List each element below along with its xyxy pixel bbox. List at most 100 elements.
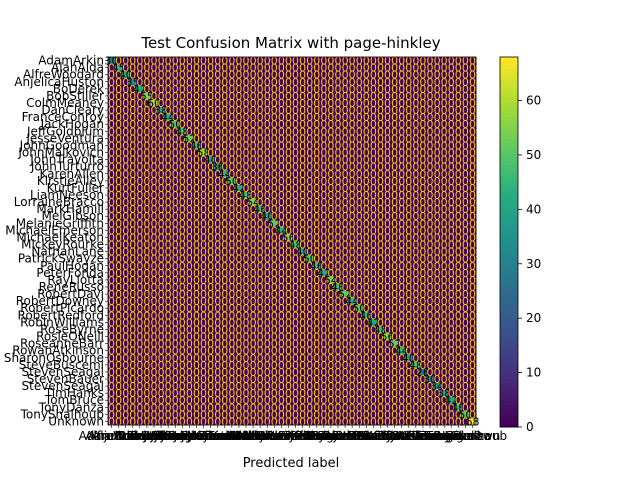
heatmap-cell — [143, 57, 151, 65]
heatmap-cell — [398, 78, 406, 86]
heatmap-cell — [270, 149, 279, 157]
heatmap-cell — [384, 120, 392, 129]
heatmap-cell — [263, 184, 272, 192]
heatmap-cell — [143, 177, 151, 185]
heatmap-cell — [284, 163, 293, 171]
heatmap-cell — [376, 170, 385, 178]
heatmap-cell — [270, 78, 279, 86]
heatmap-cell — [171, 113, 180, 121]
heatmap-cell — [277, 134, 286, 143]
heatmap-cell — [398, 106, 406, 114]
heatmap-cell — [143, 149, 151, 157]
heatmap-cell — [256, 191, 264, 199]
heatmap-cell — [362, 134, 371, 143]
heatmap-cell — [362, 184, 371, 192]
heatmap-cell — [249, 92, 257, 100]
heatmap-cell — [362, 127, 371, 136]
heatmap-cell — [320, 170, 328, 178]
heatmap-cell — [426, 184, 434, 192]
heatmap-cell — [454, 78, 463, 86]
heatmap-cell — [447, 134, 456, 143]
heatmap-cell — [348, 134, 356, 143]
heatmap-cell — [447, 113, 456, 121]
heatmap-cell — [284, 156, 293, 164]
heatmap-cell — [405, 99, 413, 107]
heatmap-cell — [433, 177, 441, 185]
heatmap-cell — [405, 113, 413, 121]
heatmap-cell — [412, 120, 420, 129]
heatmap-cell — [178, 170, 187, 178]
heatmap-cell — [122, 57, 130, 65]
heatmap-cell — [461, 184, 470, 192]
heatmap-cell — [454, 149, 463, 157]
heatmap-cell — [200, 141, 208, 150]
heatmap-cell — [348, 156, 356, 164]
heatmap-cell — [391, 141, 399, 150]
heatmap-cell — [207, 99, 215, 107]
heatmap-cell — [454, 85, 463, 93]
heatmap-cell — [256, 92, 264, 100]
heatmap-cell — [129, 120, 137, 129]
heatmap-cell — [376, 134, 385, 143]
heatmap-cell — [433, 120, 441, 129]
heatmap-cell — [412, 71, 420, 79]
heatmap-cell — [200, 149, 208, 157]
heatmap-cell — [405, 127, 413, 136]
heatmap-cell — [369, 99, 378, 107]
heatmap-cell — [292, 177, 300, 185]
heatmap-cell — [143, 85, 151, 93]
heatmap-cell — [249, 127, 257, 136]
heatmap-cell — [292, 170, 300, 178]
heatmap-cell — [256, 156, 264, 164]
heatmap-cell — [461, 163, 470, 171]
heatmap-cell — [362, 71, 371, 79]
heatmap-cell — [164, 92, 172, 100]
heatmap-cell — [320, 120, 328, 129]
heatmap-cell — [468, 184, 477, 192]
heatmap-cell — [433, 141, 441, 150]
heatmap-cell — [468, 127, 477, 136]
heatmap-cell — [405, 106, 413, 114]
heatmap-cell — [242, 71, 250, 79]
heatmap-cell — [228, 141, 236, 150]
heatmap-cell — [249, 106, 257, 114]
heatmap-cell — [157, 99, 165, 107]
heatmap-cell — [306, 120, 314, 129]
heatmap-cell — [447, 127, 456, 136]
heatmap-cell — [398, 127, 406, 136]
heatmap-cell — [468, 170, 477, 178]
heatmap-cell — [185, 170, 194, 178]
heatmap-cell — [270, 134, 279, 143]
heatmap-cell — [433, 71, 441, 79]
heatmap-cell — [355, 184, 364, 192]
heatmap-cell — [270, 120, 279, 129]
heatmap-cell — [207, 177, 215, 185]
heatmap-cell — [405, 156, 413, 164]
heatmap-cell — [136, 156, 144, 164]
heatmap-cell — [461, 57, 470, 65]
heatmap-cell — [185, 64, 194, 72]
heatmap-cell — [143, 170, 151, 178]
heatmap-cell — [348, 141, 356, 150]
y-tick-label: StevenSeagal — [22, 365, 104, 379]
heatmap-cell — [277, 156, 286, 164]
heatmap-cell — [454, 141, 463, 150]
heatmap-cell — [115, 191, 123, 199]
heatmap-cell — [122, 149, 130, 157]
heatmap-cell — [235, 71, 243, 79]
heatmap-cell — [447, 64, 456, 72]
heatmap-cell — [327, 71, 335, 79]
heatmap-cell — [157, 64, 165, 72]
heatmap-cell — [115, 127, 123, 136]
heatmap-cell — [327, 113, 335, 121]
heatmap-cell — [256, 141, 264, 150]
heatmap-cell — [242, 99, 250, 107]
heatmap-cell — [405, 92, 413, 100]
heatmap-cell — [108, 134, 116, 143]
heatmap-cell — [284, 106, 293, 114]
heatmap-cell — [433, 64, 441, 72]
heatmap-cell — [334, 177, 342, 185]
heatmap-cell — [334, 71, 342, 79]
heatmap-cell — [171, 127, 180, 136]
heatmap-cell — [341, 156, 349, 164]
